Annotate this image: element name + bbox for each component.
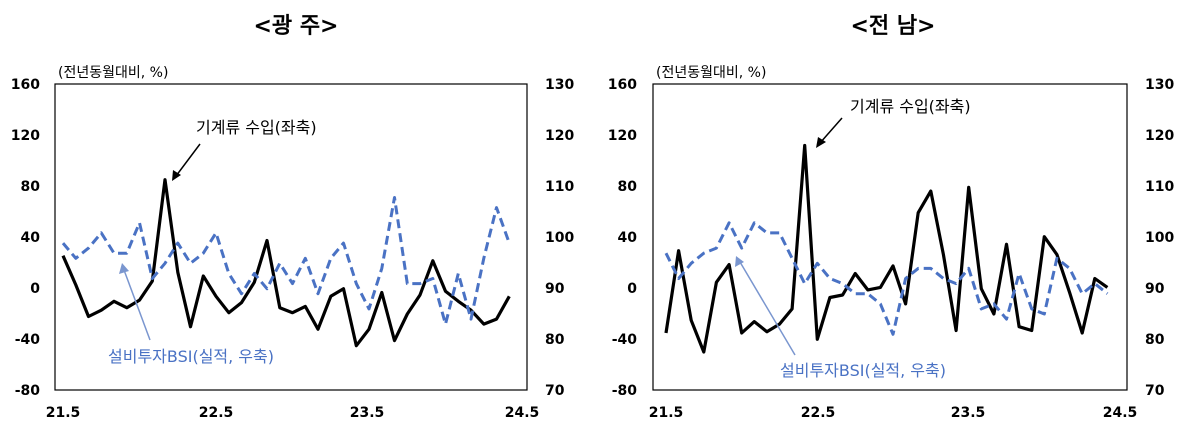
annotation-machinery-imports: 기계류 수입(좌축)	[850, 97, 971, 116]
series-line-bsi	[61, 196, 511, 326]
annotation-bsi: 설비투자BSI(실적, 우축)	[108, 347, 274, 366]
left-tick-label: -80	[15, 383, 41, 399]
chart-title: <광 주>	[253, 14, 338, 39]
annotation-arrowhead	[172, 170, 181, 181]
series-lines	[61, 178, 511, 348]
x-tick-label: 21.5	[649, 405, 684, 421]
x-tick-label: 22.5	[199, 405, 234, 421]
right-tick-label: 110	[1145, 179, 1174, 195]
left-tick-label: -80	[612, 383, 638, 399]
left-tick-label: 40	[618, 230, 638, 246]
series-line-machinery-imports	[664, 143, 1109, 354]
x-tick-label: 23.5	[951, 405, 986, 421]
left-tick-label: -40	[15, 332, 41, 348]
x-tick-label: 23.5	[350, 405, 385, 421]
annotation-arrowhead	[735, 256, 744, 267]
right-tick-label: 90	[545, 281, 565, 297]
left-tick-label: 80	[21, 179, 41, 195]
left-tick-label: 80	[618, 179, 638, 195]
right-tick-label: 120	[1145, 128, 1174, 144]
annotation-machinery-imports: 기계류 수입(좌축)	[196, 118, 317, 137]
plot-frame	[54, 83, 528, 391]
right-tick-label: 80	[1145, 332, 1165, 348]
left-tick-label: 0	[30, 281, 40, 297]
right-tick-label: 130	[545, 77, 574, 93]
right-tick-label: 130	[1145, 77, 1174, 93]
left-axis-unit: (전년동월대비, %)	[656, 65, 766, 81]
x-tick-label: 24.5	[1103, 405, 1138, 421]
left-tick-label: -40	[612, 332, 638, 348]
right-tick-label: 100	[1145, 230, 1174, 246]
right-tick-label: 90	[1145, 281, 1165, 297]
right-tick-label: 100	[545, 230, 574, 246]
x-tick-label: 24.5	[505, 405, 540, 421]
annotation-arrow	[739, 261, 796, 356]
x-tick-label: 21.5	[46, 405, 81, 421]
right-tick-label: 120	[545, 128, 574, 144]
left-tick-label: 160	[11, 77, 40, 93]
annotation-arrowhead	[816, 137, 826, 148]
left-tick-label: 0	[627, 281, 637, 297]
annotation-arrow	[175, 143, 201, 177]
annotation-bsi: 설비투자BSI(실적, 우축)	[780, 361, 946, 380]
chart-jeonnam: <전 남> (전년동월대비, %) 160 120 80 40 0 -40 -8…	[608, 14, 1175, 421]
left-axis-unit: (전년동월대비, %)	[58, 65, 168, 81]
right-tick-label: 110	[545, 179, 574, 195]
right-tick-label: 70	[1145, 383, 1165, 399]
right-tick-label: 80	[545, 332, 565, 348]
left-tick-label: 160	[608, 77, 637, 93]
series-lines	[664, 143, 1109, 354]
annotation-arrow	[123, 269, 151, 341]
plot-frame	[652, 83, 1128, 391]
left-tick-label: 40	[21, 230, 41, 246]
right-tick-label: 70	[545, 383, 565, 399]
chart-title: <전 남>	[850, 14, 935, 39]
x-tick-label: 22.5	[801, 405, 836, 421]
series-line-bsi	[664, 221, 1109, 336]
chart-gwangju: <광 주> (전년동월대비, %) 160 120 80 40 0 -40 -8…	[11, 14, 575, 421]
left-tick-label: 120	[608, 128, 637, 144]
series-line-machinery-imports	[61, 178, 511, 348]
left-tick-label: 120	[11, 128, 40, 144]
annotation-arrowhead	[119, 263, 129, 274]
annotation-arrow	[819, 117, 843, 144]
